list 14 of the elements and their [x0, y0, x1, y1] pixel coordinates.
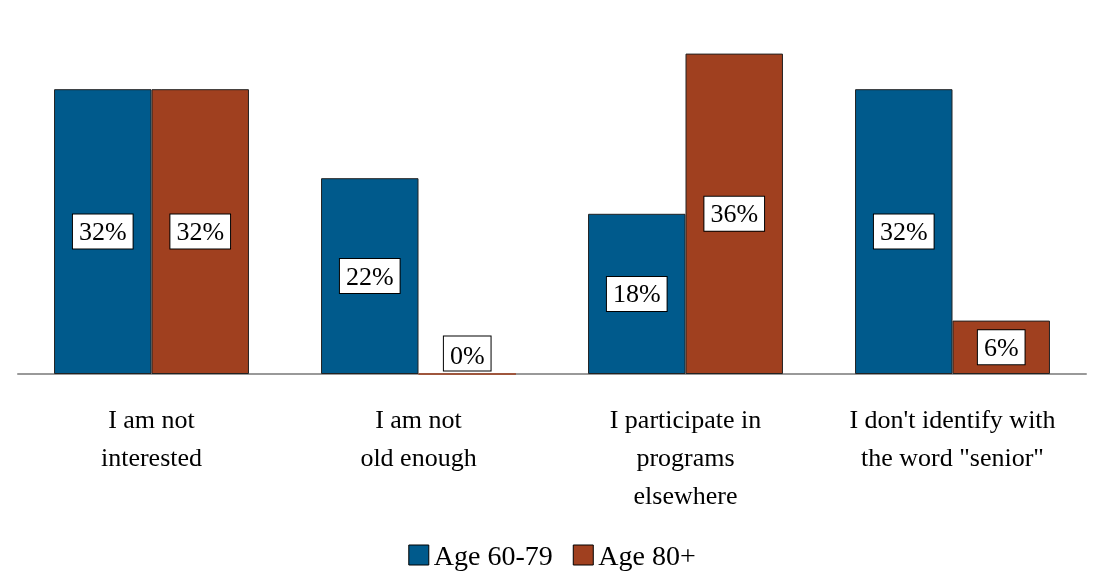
data-label: 36% [710, 199, 759, 229]
data-label: 32% [176, 217, 225, 247]
x-tick-label: I am not old enough [360, 404, 477, 472]
data-label: 22% [345, 261, 394, 291]
data-label: 6% [983, 332, 1019, 362]
x-tick-label: I participate in programs elsewhere [609, 404, 762, 510]
data-label: 0% [449, 341, 485, 370]
data-label: 18% [612, 279, 661, 309]
legend-label: Age 60-79 [433, 539, 553, 571]
data-label: 32% [78, 217, 127, 247]
data-label: 32% [879, 217, 928, 247]
x-tick-label: I am not interested [100, 404, 203, 472]
legend-label: Age 80+ [598, 539, 696, 571]
x-tick-label: I don't identify with the word "senior" [849, 404, 1056, 472]
